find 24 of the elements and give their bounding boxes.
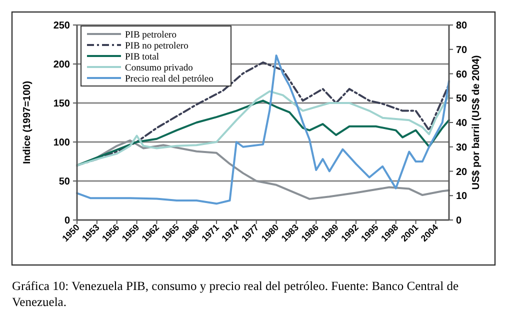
y-tick-label: 150 (53, 98, 70, 110)
y2-tick-label: 30 (456, 142, 468, 154)
y2-tick-label: 0 (456, 216, 462, 226)
y-tick-label: 250 (53, 20, 70, 32)
legend-label: PIB no petrolero (125, 41, 189, 52)
y2-tick-label: 40 (456, 118, 468, 129)
legend-label: Consumo privado (125, 63, 194, 74)
text: Gráfica 10: Venezuela PIB, consumo y precio real del petróleo. Fuente: Banco Central de Venezuela. (12, 278, 460, 310)
legend-label: PIB petrolero (125, 30, 177, 40)
legend-label: PIB total (125, 52, 160, 62)
y2-axis-title: US$ por barril (US$ de 2004) (471, 55, 482, 190)
line-series (76, 54, 450, 205)
y2-tick-label: 60 (456, 69, 468, 80)
y2-tick-label: 20 (456, 166, 468, 178)
y2-tick-label: 80 (456, 20, 468, 32)
y-tick-label: 100 (53, 138, 70, 148)
y2-tick-label: 10 (456, 191, 468, 202)
y2-tick-label: 50 (456, 94, 468, 105)
legend-label: Precio real del petróleo (125, 74, 214, 84)
y-tick-label: 50 (58, 176, 70, 188)
y-tick-label: 200 (53, 60, 70, 70)
y-axis-title: Indice (1997=100) (22, 80, 33, 164)
y2-tick-label: 70 (456, 44, 468, 56)
y-tick-label: 0 (64, 216, 70, 226)
